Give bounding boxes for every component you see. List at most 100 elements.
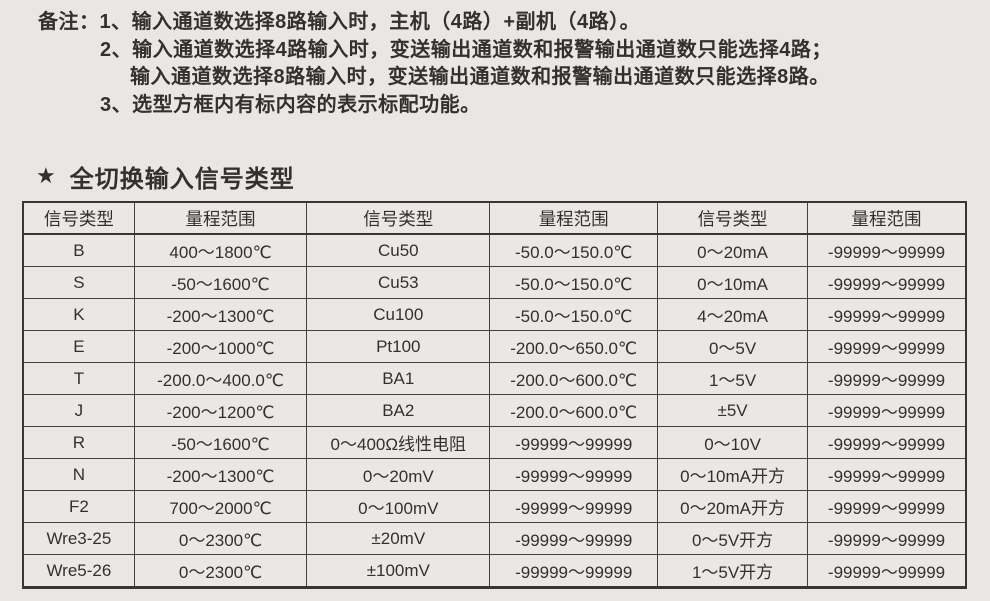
table-cell: Wre5-26 (22, 554, 135, 588)
table-cell: -200～1000℃ (133, 330, 308, 363)
table-cell: -200.0～600.0℃ (489, 394, 659, 427)
table-cell: 0～2300℃ (133, 522, 308, 555)
table-cell: -99999～99999 (807, 522, 967, 555)
table-cell: -99999～99999 (807, 426, 967, 459)
table-cell: T (22, 362, 135, 395)
table-cell: ±20mV (306, 522, 491, 555)
table-cell: -99999～99999 (807, 362, 967, 395)
table-cell: -99999～99999 (489, 522, 659, 555)
column-header: 信号类型 (306, 201, 491, 235)
table-cell: -99999～99999 (807, 330, 967, 363)
table-row: E -200～1000℃ Pt100 -200.0～650.0℃ 0～5V -99999～… (22, 330, 967, 363)
table-cell: S (22, 266, 135, 299)
table-row: Wre3-25 0～2300℃ ±20mV -99999～99999 0～5V开方 -99… (22, 522, 967, 555)
signal-table: 信号类型 量程范围 信号类型 量程范围 信号类型 量程范围 B 400～1800℃ Cu50-… (22, 201, 967, 589)
table-cell: 700～2000℃ (133, 490, 308, 523)
note-line: 备注：1、输入通道数选择8路输入时，主机（4路）+副机（4路）。 (38, 9, 990, 37)
table-cell: 400～1800℃ (133, 233, 308, 267)
section-heading-text: 全切换输入信号类型 (69, 165, 295, 193)
table-cell: -99999～99999 (807, 458, 967, 491)
table-cell: -99999～99999 (807, 554, 967, 588)
table-header-row: 信号类型 量程范围 信号类型 量程范围 信号类型 量程范围 (22, 201, 967, 235)
table-cell: N (22, 458, 135, 491)
table-cell: -50.0～150.0℃ (489, 266, 659, 299)
table-cell: 0～2300℃ (133, 554, 308, 588)
note-line-1-text: 1、输入通道数选择8路输入时，主机（4路）+副机（4路）。 (99, 11, 641, 33)
column-header: 信号类型 (22, 201, 135, 235)
table-cell: -50～1600℃ (133, 266, 308, 299)
table-cell: 0～10V (657, 426, 809, 459)
section-heading: ★ 全切换输入信号类型 (36, 159, 990, 193)
table-cell: 0～20mA开方 (657, 490, 809, 523)
table-cell: K (22, 298, 135, 331)
table-cell: BA1 (306, 362, 491, 395)
table-cell: Cu50 (306, 233, 491, 267)
notes-label: 备注： (38, 11, 100, 33)
table-cell: 0～100mV (306, 490, 491, 523)
table-cell: ±5V (657, 394, 809, 427)
table-cell: -99999～99999 (489, 426, 659, 459)
note-line: 3、选型方框内有标内容的表示标配功能。 (100, 92, 990, 120)
table-cell: 0～5V开方 (657, 522, 809, 555)
table-row: K -200～1300℃ Cu100 -50.0～150.0℃ 4～20mA -99999… (22, 298, 967, 331)
table-body: B 400～1800℃ Cu50 -50.0～150.0℃ 0～20mA -99999～9… (22, 233, 967, 588)
table-row: J -200～1200℃ BA2 -200.0～600.0℃ ±5V -99999～999… (22, 394, 967, 427)
table-cell: -99999～99999 (807, 490, 967, 523)
star-icon: ★ (36, 163, 57, 188)
column-header: 信号类型 (657, 201, 809, 235)
table-cell: -99999～99999 (489, 554, 659, 588)
note-line: 输入通道数选择8路输入时，变送输出通道数和报警输出通道数只能选择8路。 (130, 64, 990, 92)
table-cell: ±100mV (306, 554, 491, 588)
table-cell: F2 (22, 490, 135, 523)
table-row: S -50～1600℃ Cu53 -50.0～150.0℃ 0～10mA -99999～9… (22, 266, 967, 299)
note-line: 2、输入通道数选择4路输入时，变送输出通道数和报警输出通道数只能选择4路； (100, 37, 990, 65)
column-header: 量程范围 (133, 201, 308, 235)
table-cell: Pt100 (306, 330, 491, 363)
table-cell: -200.0～600.0℃ (489, 362, 659, 395)
table-cell: R (22, 426, 135, 459)
table-cell: -99999～99999 (807, 394, 967, 427)
table-cell: E (22, 330, 135, 363)
table-cell: -200.0～400.0℃ (133, 362, 308, 395)
table-cell: Cu100 (306, 298, 491, 331)
table-cell: -50～1600℃ (133, 426, 308, 459)
table-cell: 1～5V (657, 362, 809, 395)
table-row: Wre5-26 0～2300℃ ±100mV -99999～99999 1～5V开方 -9… (22, 554, 967, 588)
table-cell: -200～1300℃ (133, 458, 308, 491)
table-cell: B (22, 233, 135, 267)
table-cell: 0～10mA开方 (657, 458, 809, 491)
table-cell: 0～5V (657, 330, 809, 363)
table-cell: 0～20mV (306, 458, 491, 491)
table-cell: -99999～99999 (489, 490, 659, 523)
column-header: 量程范围 (489, 201, 659, 235)
note-line-2-text: 2、输入通道数选择4路输入时，变送输出通道数和报警输出通道数只能选择4路； (100, 38, 832, 61)
table-cell: 0～400Ω线性电阻 (306, 426, 491, 459)
table-cell: 4～20mA (657, 298, 809, 331)
table-row: T -200.0～400.0℃ BA1 -200.0～600.0℃ 1～5V -99999… (22, 362, 967, 395)
table-cell: 0～20mA (657, 233, 809, 267)
table-cell: -99999～99999 (807, 298, 967, 331)
table-row: N -200～1300℃ 0～20mV -99999～99999 0～10mA开方 -99… (22, 458, 967, 491)
table-cell: -50.0～150.0℃ (489, 298, 659, 331)
notes-block: 备注：1、输入通道数选择8路输入时，主机（4路）+副机（4路）。 2、输入通道数… (0, 0, 990, 119)
table-row: B 400～1800℃ Cu50 -50.0～150.0℃ 0～20mA -99999～9… (22, 233, 967, 267)
table-cell: -200～1300℃ (133, 298, 308, 331)
table-cell: -50.0～150.0℃ (489, 233, 659, 267)
table-cell: 1～5V开方 (657, 554, 809, 588)
table-cell: Wre3-25 (22, 522, 135, 555)
table-cell: -99999～99999 (807, 266, 967, 299)
table-cell: -200.0～650.0℃ (489, 330, 659, 363)
table-cell: 0～10mA (657, 266, 809, 299)
note-line-3-text: 输入通道数选择8路输入时，变送输出通道数和报警输出通道数只能选择8路。 (130, 66, 830, 88)
note-line-4-text: 3、选型方框内有标内容的表示标配功能。 (100, 93, 481, 116)
table-row: R -50～1600℃ 0～400Ω线性电阻 -99999～99999 0～10V -99… (22, 426, 967, 459)
table-cell: BA2 (306, 394, 491, 427)
table-cell: -200～1200℃ (133, 394, 308, 427)
column-header: 量程范围 (807, 201, 967, 235)
table-cell: -99999～99999 (489, 458, 659, 491)
table-row: F2 700～2000℃ 0～100mV -99999～99999 0～20mA开方 -9… (22, 490, 967, 523)
table-cell: -99999～99999 (807, 233, 967, 267)
table-cell: Cu53 (306, 266, 491, 299)
table-cell: J (22, 394, 135, 427)
